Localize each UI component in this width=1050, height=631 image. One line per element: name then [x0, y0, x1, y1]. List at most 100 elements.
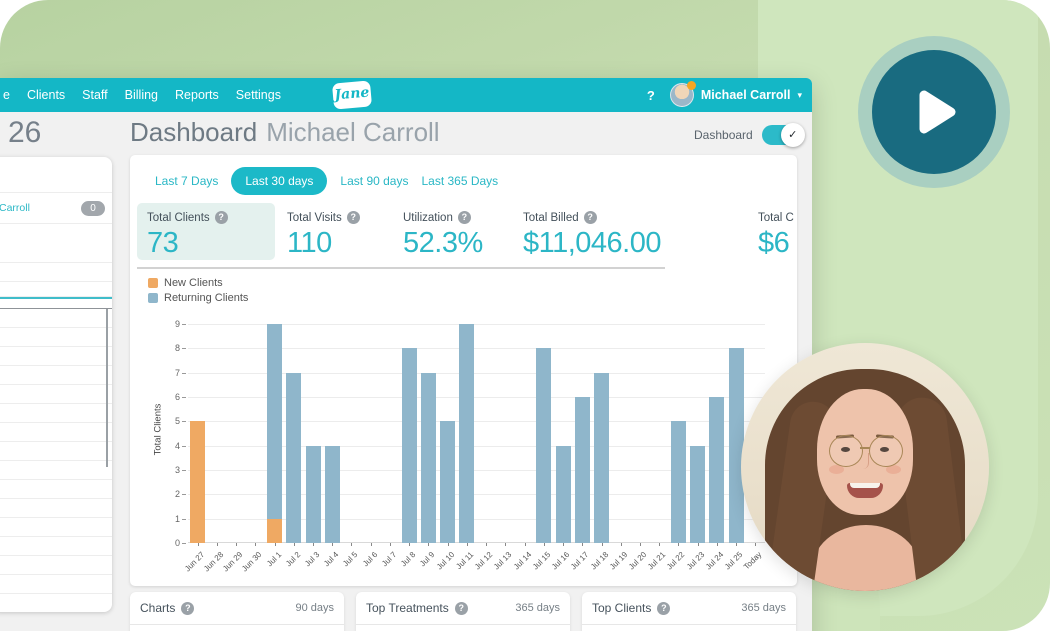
user-avatar[interactable]: [669, 81, 696, 107]
x-tick: [332, 543, 334, 546]
nav-item-clients[interactable]: Clients: [26, 88, 66, 102]
nav-item-staff[interactable]: Staff: [82, 88, 108, 102]
card-top-treatments[interactable]: Top Treatments? 365 days: [356, 592, 570, 631]
x-tick: [505, 543, 507, 546]
y-tick: [182, 543, 186, 544]
stat-value: $6: [758, 227, 790, 259]
help-icon[interactable]: ?: [646, 87, 655, 103]
top-navbar: e Clients Staff Billing Reports Settings Jane…: [0, 78, 812, 113]
help-icon[interactable]: ?: [214, 211, 228, 224]
help-icon[interactable]: ?: [457, 211, 471, 224]
gridline: [188, 397, 765, 398]
user-menu[interactable]: Michael Carroll: [700, 88, 791, 102]
x-tick: [370, 543, 372, 546]
card-range-label: 365 days: [741, 602, 786, 614]
gridline: [188, 445, 765, 447]
gridline: [188, 494, 765, 496]
chart-legend: New Clients Returning Clients: [148, 275, 248, 305]
bar-returning-clients: [690, 445, 706, 543]
card-charts[interactable]: Charts? 90 days: [130, 592, 344, 631]
staff-link[interactable]: Carroll: [0, 202, 30, 214]
card-title: Charts: [140, 601, 176, 615]
stat-value: 110: [287, 227, 332, 259]
help-icon[interactable]: ?: [346, 211, 360, 224]
y-tick-label: 9: [174, 319, 180, 329]
jane-logo[interactable]: Jane: [331, 80, 373, 110]
page-title-text: Dashboard: [130, 117, 258, 147]
gridline: [188, 324, 765, 325]
x-tick: [486, 543, 488, 546]
stat-label: Utilization?: [403, 211, 483, 224]
chevron-down-icon: ▾: [797, 89, 802, 100]
y-tick: [182, 348, 186, 350]
x-tick: [524, 543, 526, 546]
legend-row: New Clients: [148, 275, 248, 290]
bar-returning-clients: [670, 421, 686, 543]
presenter-cheek: [829, 465, 844, 474]
stat-label-text: Total C: [758, 211, 794, 224]
stat-value: 52.3%: [403, 227, 483, 259]
x-tick: [543, 543, 545, 546]
stat-total-c[interactable]: Total C? $6: [758, 203, 797, 268]
x-tick: [620, 543, 622, 546]
x-tick: [447, 543, 449, 546]
stat-utilization[interactable]: Utilization? 52.3%: [403, 203, 483, 268]
x-tick: [197, 543, 199, 546]
bar-returning-clients: [709, 397, 725, 543]
bar-returning-clients: [574, 397, 590, 543]
stat-label-text: Total Billed: [523, 211, 579, 224]
stat-total-visits[interactable]: Total Visits? 110: [287, 203, 360, 268]
schedule-row: [0, 224, 112, 263]
help-icon[interactable]: ?: [454, 601, 468, 615]
nav-item-reports[interactable]: Reports: [175, 88, 219, 102]
tab-last-365-days[interactable]: Last 365 Days: [421, 174, 499, 188]
bar-returning-clients: [286, 372, 302, 543]
help-icon[interactable]: ?: [181, 601, 195, 615]
card-title: Top Clients: [592, 601, 652, 615]
stat-value: 73: [147, 227, 179, 259]
tab-last-30-days[interactable]: Last 30 days: [231, 167, 328, 195]
schedule-gap: [0, 299, 112, 309]
x-tick: [736, 543, 738, 546]
card-range-label: 365 days: [515, 602, 560, 614]
y-tick-label: 8: [174, 343, 180, 354]
help-icon[interactable]: ?: [657, 601, 671, 615]
stat-total-billed[interactable]: Total Billed? $11,046.00: [523, 203, 662, 268]
help-icon[interactable]: ?: [583, 211, 597, 224]
tab-last-7-days[interactable]: Last 7 Days: [155, 174, 219, 188]
stat-total-clients[interactable]: Total Clients? 73: [137, 203, 275, 260]
stat-label: Total Clients?: [147, 211, 265, 224]
x-tick: [563, 543, 565, 546]
y-tick-label: 3: [174, 465, 180, 475]
bar-returning-clients: [555, 445, 571, 543]
stat-label: Total Billed?: [523, 211, 661, 224]
play-button[interactable]: [872, 50, 996, 174]
nav-item-settings[interactable]: Settings: [235, 88, 281, 102]
legend-swatch-returning-clients: [148, 292, 158, 303]
card-top-clients[interactable]: Top Clients? 365 days: [582, 592, 796, 631]
x-tick: [639, 543, 641, 546]
bar-returning-clients: [728, 348, 744, 543]
y-tick-label: 6: [174, 392, 180, 402]
bar-returning-clients: [536, 348, 552, 543]
gridline: [188, 372, 765, 374]
schedule-staff-row: Carroll 0: [0, 193, 112, 224]
count-badge: 0: [81, 200, 105, 216]
legend-label: New Clients: [164, 276, 223, 289]
nav-item-schedule[interactable]: e: [3, 88, 10, 102]
legend-label: Returning Clients: [164, 291, 249, 304]
gridline: [188, 518, 765, 520]
schedule-panel: Carroll 0: [0, 157, 112, 612]
stat-label: Total Visits?: [287, 211, 360, 224]
x-tick: [274, 543, 276, 546]
schedule-grid-line: [106, 309, 108, 467]
nav-item-billing[interactable]: Billing: [124, 88, 159, 102]
y-tick: [182, 518, 186, 520]
presenter-nose: [861, 453, 869, 469]
tab-last-90-days[interactable]: Last 90 days: [340, 174, 409, 188]
y-tick: [182, 397, 186, 398]
page-title-subject: Michael Carroll: [266, 117, 440, 147]
dashboard-toggle[interactable]: ✓: [761, 123, 805, 147]
stat-value: $11,046.00: [523, 227, 662, 259]
